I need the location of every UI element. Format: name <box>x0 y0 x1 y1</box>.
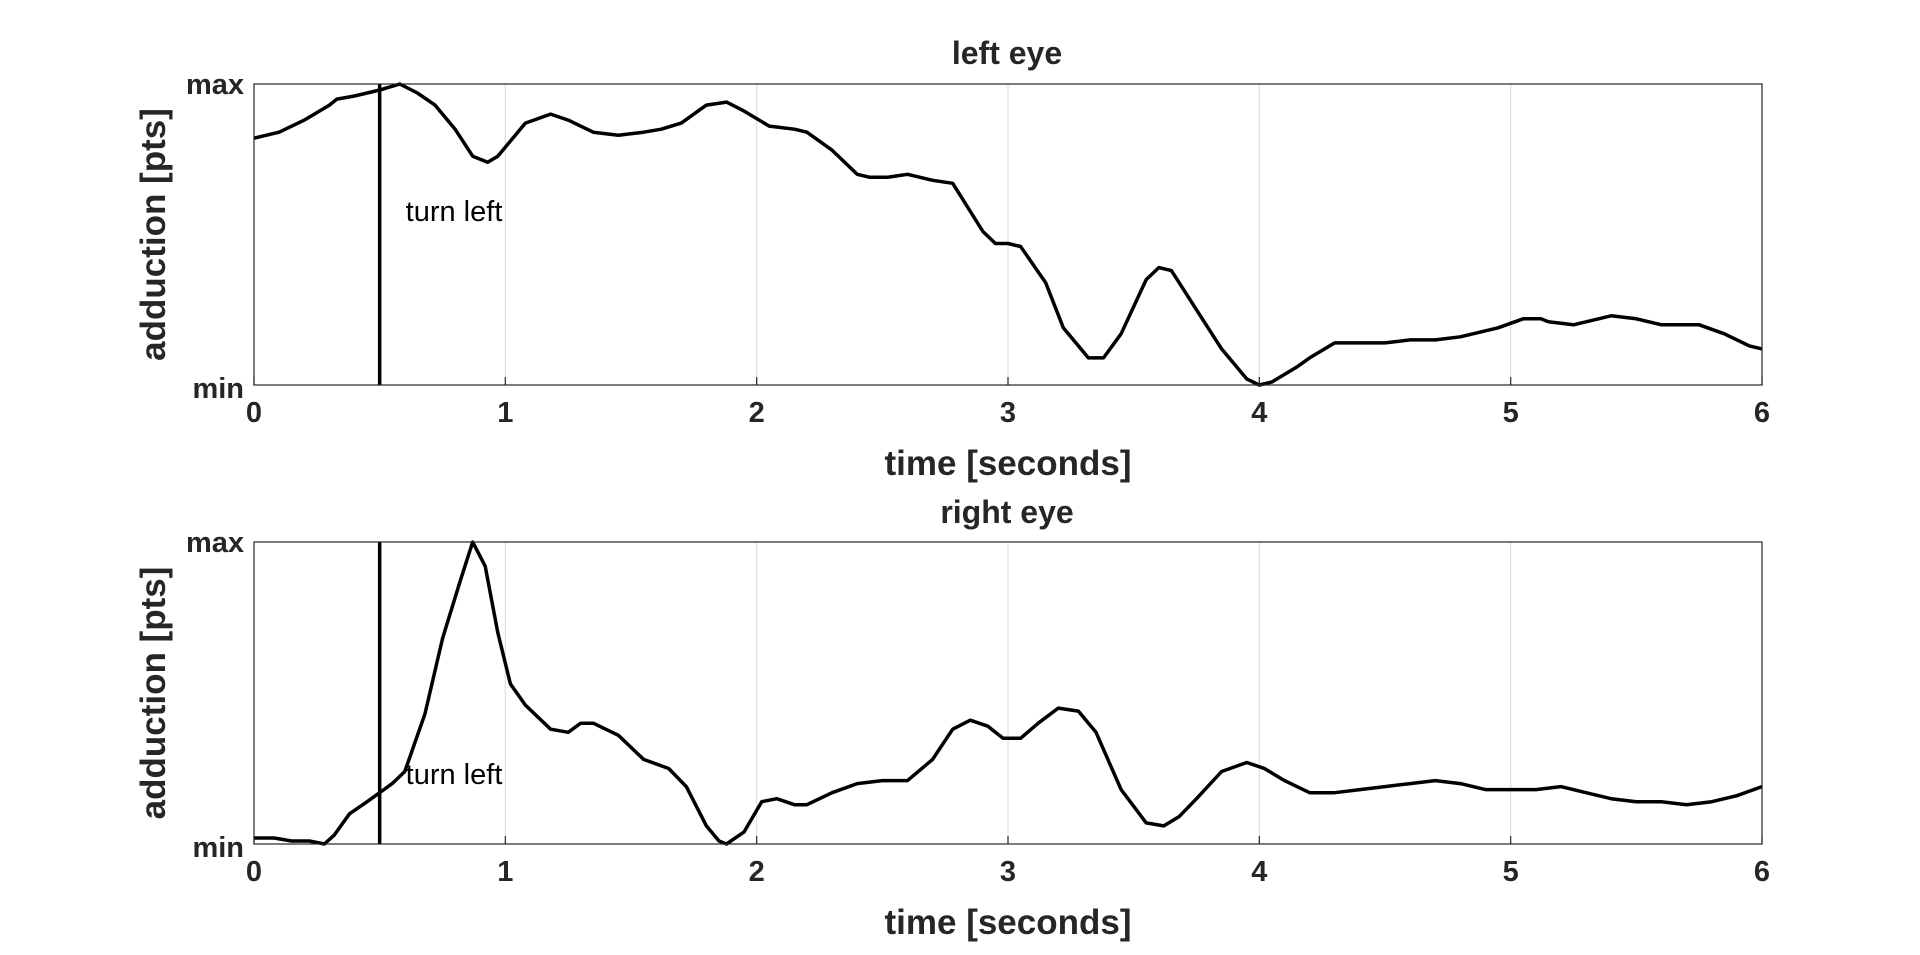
x-tick-label: 2 <box>749 856 765 888</box>
x-axis-label: time [seconds] <box>885 903 1132 942</box>
subplot-title: left eye <box>952 35 1062 71</box>
y-axis-label: adduction [pts] <box>134 108 173 361</box>
x-tick-label: 1 <box>497 856 513 888</box>
x-tick-label: 0 <box>246 397 262 429</box>
x-tick-label: 2 <box>749 397 765 429</box>
x-tick-marks <box>253 377 1763 385</box>
subplot-title: right eye <box>940 494 1073 530</box>
x-tick-labels: 0 1 2 3 4 5 6 <box>246 397 1770 429</box>
x-tick-label: 3 <box>1000 856 1016 888</box>
y-tick-min: min <box>192 373 244 405</box>
series-line <box>254 540 1763 846</box>
x-tick-label: 5 <box>1503 856 1519 888</box>
x-grid <box>504 84 1512 385</box>
subplot-left-eye: left eye turn left 0 1 2 3 4 5 6 max min time … <box>134 35 1770 483</box>
x-grid <box>504 542 1512 844</box>
x-tick-label: 3 <box>1000 397 1016 429</box>
x-tick-label: 5 <box>1503 397 1519 429</box>
x-tick-label: 4 <box>1251 397 1267 429</box>
x-tick-labels: 0 1 2 3 4 5 6 <box>246 856 1770 888</box>
x-axis-label: time [seconds] <box>885 444 1132 483</box>
series-line <box>253 82 1763 387</box>
x-tick-label: 6 <box>1754 856 1770 888</box>
y-tick-min: min <box>192 832 244 864</box>
subplot-right-eye: right eye turn left 0 1 2 3 4 5 6 max min time… <box>134 494 1770 942</box>
x-tick-label: 0 <box>246 856 262 888</box>
event-annotation: turn left <box>406 759 503 791</box>
x-tick-marks <box>253 836 1763 844</box>
x-tick-label: 4 <box>1251 856 1267 888</box>
y-tick-max: max <box>186 69 244 101</box>
x-tick-label: 1 <box>497 397 513 429</box>
x-tick-label: 6 <box>1754 397 1770 429</box>
event-annotation: turn left <box>406 196 503 228</box>
y-tick-max: max <box>186 527 244 559</box>
y-axis-label: adduction [pts] <box>134 567 173 820</box>
